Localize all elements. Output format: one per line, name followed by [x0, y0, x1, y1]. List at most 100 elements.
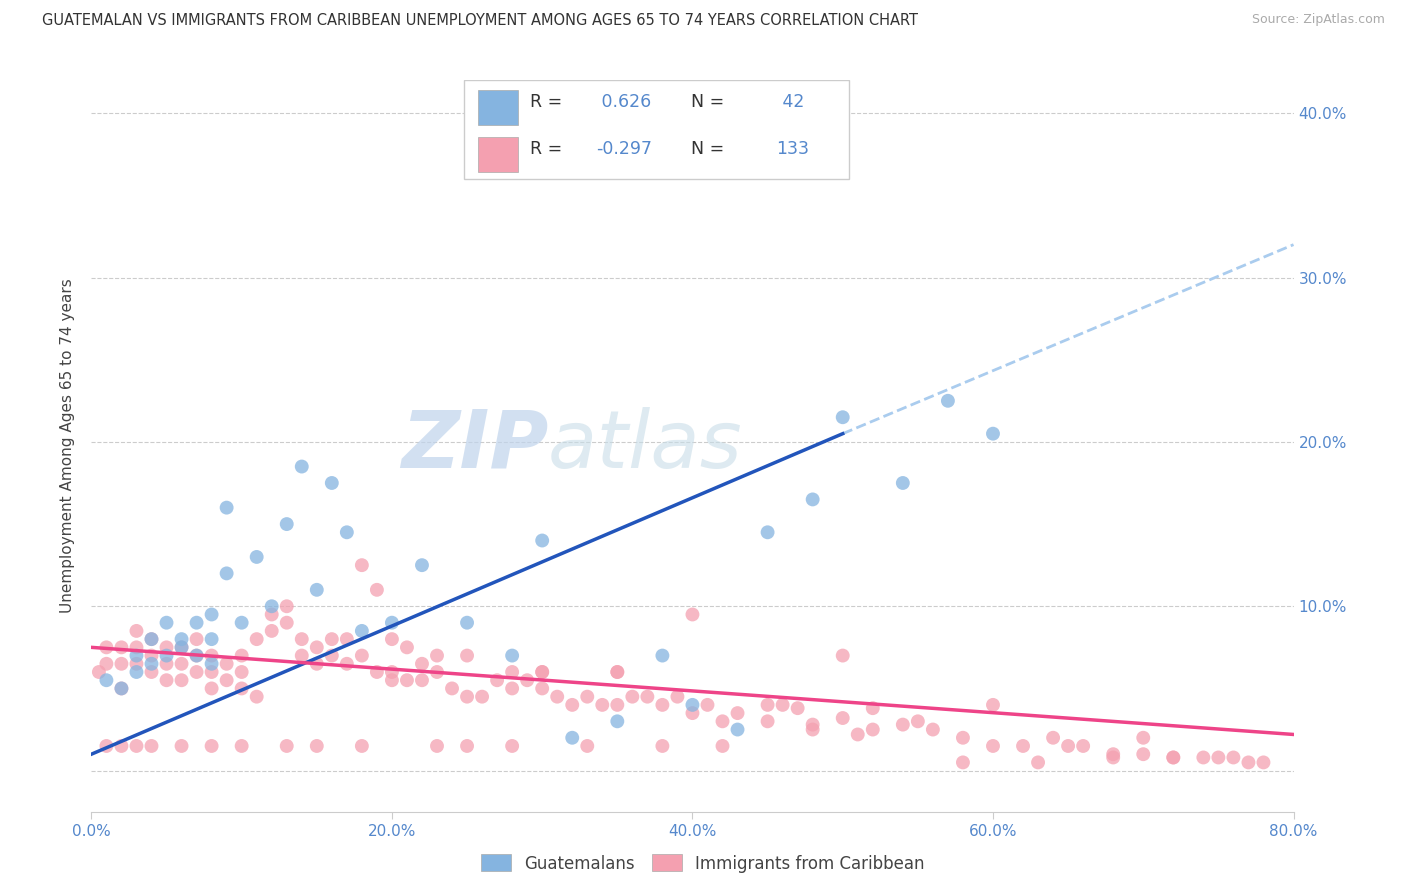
- Point: [666, 690, 689, 704]
- Point: [576, 690, 599, 704]
- Point: [141, 648, 163, 663]
- Point: [215, 566, 238, 581]
- Point: [260, 599, 283, 614]
- Point: [952, 731, 974, 745]
- Point: [922, 723, 945, 737]
- Text: N =: N =: [681, 93, 730, 111]
- Point: [170, 673, 193, 688]
- Point: [201, 681, 224, 696]
- Y-axis label: Unemployment Among Ages 65 to 74 years: Unemployment Among Ages 65 to 74 years: [60, 278, 76, 614]
- Point: [201, 648, 224, 663]
- Point: [606, 665, 628, 679]
- Text: ZIP: ZIP: [401, 407, 548, 485]
- Point: [907, 714, 929, 729]
- Point: [1102, 747, 1125, 762]
- Point: [215, 657, 238, 671]
- Point: [516, 673, 538, 688]
- Point: [952, 756, 974, 770]
- Point: [381, 665, 404, 679]
- Point: [531, 665, 554, 679]
- Point: [305, 657, 328, 671]
- Point: [1161, 750, 1184, 764]
- Point: [621, 690, 644, 704]
- Point: [170, 632, 193, 647]
- Point: [471, 690, 494, 704]
- Point: [501, 681, 523, 696]
- Point: [141, 632, 163, 647]
- Point: [125, 648, 148, 663]
- Point: [215, 673, 238, 688]
- Point: [426, 739, 449, 753]
- Point: [125, 665, 148, 679]
- Point: [350, 558, 373, 573]
- Point: [201, 657, 224, 671]
- Point: [1222, 750, 1244, 764]
- Point: [321, 648, 343, 663]
- Point: [186, 665, 208, 679]
- Point: [1071, 739, 1094, 753]
- Point: [276, 599, 298, 614]
- Text: 0.626: 0.626: [596, 93, 651, 111]
- Point: [981, 426, 1004, 441]
- Point: [110, 681, 132, 696]
- Point: [1161, 750, 1184, 764]
- Point: [201, 739, 224, 753]
- Point: [501, 665, 523, 679]
- Point: [336, 657, 359, 671]
- Point: [1132, 747, 1154, 762]
- Point: [155, 673, 177, 688]
- Point: [141, 665, 163, 679]
- Point: [231, 648, 253, 663]
- Point: [411, 657, 433, 671]
- Point: [246, 690, 269, 704]
- Point: [141, 657, 163, 671]
- Point: [696, 698, 718, 712]
- Point: [96, 640, 118, 655]
- Point: [155, 640, 177, 655]
- Point: [395, 640, 418, 655]
- Point: [801, 723, 824, 737]
- Point: [801, 717, 824, 731]
- Point: [291, 459, 314, 474]
- Point: [891, 717, 914, 731]
- Point: [110, 640, 132, 655]
- Text: R =: R =: [530, 140, 568, 159]
- Point: [186, 648, 208, 663]
- Point: [231, 665, 253, 679]
- Point: [110, 681, 132, 696]
- Point: [456, 739, 478, 753]
- Point: [846, 727, 869, 741]
- Point: [201, 632, 224, 647]
- Point: [170, 640, 193, 655]
- Point: [486, 673, 509, 688]
- Point: [1132, 731, 1154, 745]
- Point: [636, 690, 658, 704]
- Point: [531, 681, 554, 696]
- Point: [456, 615, 478, 630]
- Point: [440, 681, 463, 696]
- Point: [125, 624, 148, 638]
- Point: [246, 632, 269, 647]
- Point: [321, 632, 343, 647]
- Point: [546, 690, 568, 704]
- Point: [681, 607, 703, 622]
- Point: [531, 533, 554, 548]
- Point: [756, 714, 779, 729]
- Point: [186, 648, 208, 663]
- Point: [681, 698, 703, 712]
- Point: [831, 410, 853, 425]
- FancyBboxPatch shape: [478, 137, 519, 172]
- Point: [170, 657, 193, 671]
- Point: [260, 624, 283, 638]
- Point: [727, 723, 749, 737]
- Point: [155, 657, 177, 671]
- Point: [110, 739, 132, 753]
- Point: [772, 698, 794, 712]
- Point: [831, 648, 853, 663]
- Point: [336, 632, 359, 647]
- Point: [155, 648, 177, 663]
- Point: [246, 549, 269, 564]
- Point: [305, 640, 328, 655]
- Point: [891, 475, 914, 490]
- Point: [651, 648, 673, 663]
